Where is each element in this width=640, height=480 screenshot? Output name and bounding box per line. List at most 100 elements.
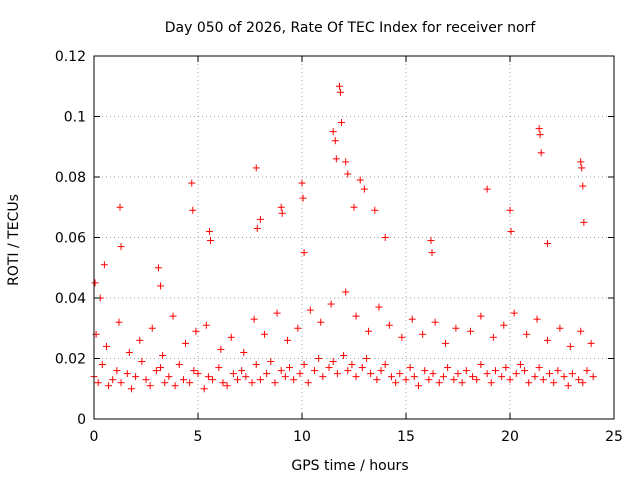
data-point — [506, 206, 514, 214]
data-point — [240, 348, 248, 356]
data-point — [429, 370, 437, 378]
data-point — [283, 336, 291, 344]
data-point — [491, 367, 499, 375]
data-point — [138, 358, 146, 366]
data-point — [250, 315, 258, 323]
data-point — [186, 379, 194, 387]
data-point — [204, 373, 212, 381]
data-point — [564, 382, 572, 390]
data-point — [136, 336, 144, 344]
data-point — [500, 321, 508, 329]
data-point — [352, 312, 360, 320]
data-point — [194, 370, 202, 378]
data-point — [556, 324, 564, 332]
data-point — [452, 324, 460, 332]
data-point — [115, 318, 123, 326]
data-point — [333, 370, 341, 378]
x-tick-label: 15 — [397, 429, 415, 445]
data-point — [587, 339, 595, 347]
y-tick-label: 0.02 — [55, 352, 86, 368]
data-point — [189, 206, 197, 214]
y-tick-label: 0.06 — [55, 231, 86, 247]
data-point — [546, 370, 554, 378]
data-point — [512, 370, 520, 378]
data-point — [498, 373, 506, 381]
data-point — [252, 164, 260, 172]
data-point — [278, 209, 286, 217]
data-point — [450, 376, 458, 384]
data-point — [342, 158, 350, 166]
data-point — [566, 342, 574, 350]
data-point — [338, 119, 346, 127]
data-point — [113, 367, 121, 375]
data-point — [281, 373, 289, 381]
data-point — [521, 367, 529, 375]
data-point — [560, 373, 568, 381]
data-point — [102, 342, 110, 350]
data-point — [300, 361, 308, 369]
y-axis-ticks: 0 0.02 0.04 0.06 0.08 0.1 0.12 — [55, 49, 614, 428]
data-point — [350, 203, 358, 211]
data-point — [227, 333, 235, 341]
data-point — [454, 370, 462, 378]
data-point — [253, 224, 261, 232]
data-point — [98, 361, 106, 369]
data-point — [290, 376, 298, 384]
data-point — [165, 373, 173, 381]
data-point — [421, 367, 429, 375]
data-point — [252, 361, 260, 369]
data-point — [392, 379, 400, 387]
data-point — [271, 379, 279, 387]
data-point — [375, 303, 383, 311]
data-point — [188, 179, 196, 187]
data-point — [489, 333, 497, 341]
grid-lines — [94, 56, 614, 419]
data-point — [206, 237, 214, 245]
data-point — [327, 300, 335, 308]
data-point — [575, 376, 583, 384]
data-point — [127, 385, 135, 393]
data-point — [523, 330, 531, 338]
y-tick-label: 0.1 — [64, 110, 86, 126]
data-point — [539, 376, 547, 384]
data-point — [577, 327, 585, 335]
data-point — [428, 249, 436, 257]
data-point — [483, 370, 491, 378]
data-point — [310, 367, 318, 375]
x-axis-ticks: 0 5 10 15 20 25 — [90, 56, 623, 445]
x-tick-label: 10 — [293, 429, 311, 445]
data-point — [154, 264, 162, 272]
y-tick-label: 0.08 — [55, 170, 86, 186]
data-point — [248, 379, 256, 387]
data-point — [179, 376, 187, 384]
data-point — [531, 373, 539, 381]
data-point — [344, 170, 352, 178]
x-tick-label: 20 — [501, 429, 519, 445]
data-point — [371, 206, 379, 214]
data-point — [296, 370, 304, 378]
data-point — [367, 370, 375, 378]
data-point — [419, 330, 427, 338]
data-point — [299, 194, 307, 202]
data-point — [94, 379, 102, 387]
data-point — [398, 333, 406, 341]
data-point — [536, 131, 544, 139]
chart-title: Day 050 of 2026, Rate Of TEC Index for r… — [165, 20, 537, 36]
data-point — [125, 348, 133, 356]
data-point — [171, 382, 179, 390]
y-tick-label: 0.12 — [55, 49, 86, 65]
data-point — [477, 361, 485, 369]
data-point — [325, 364, 333, 372]
data-point — [234, 376, 242, 384]
data-point — [358, 364, 366, 372]
data-point — [238, 367, 246, 375]
data-point — [146, 382, 154, 390]
data-point — [315, 355, 323, 362]
data-point — [223, 382, 231, 390]
data-point — [507, 227, 515, 235]
data-point — [329, 358, 337, 366]
data-point — [317, 318, 325, 326]
data-point — [157, 364, 165, 372]
data-point — [91, 279, 99, 287]
data-point — [431, 318, 439, 326]
